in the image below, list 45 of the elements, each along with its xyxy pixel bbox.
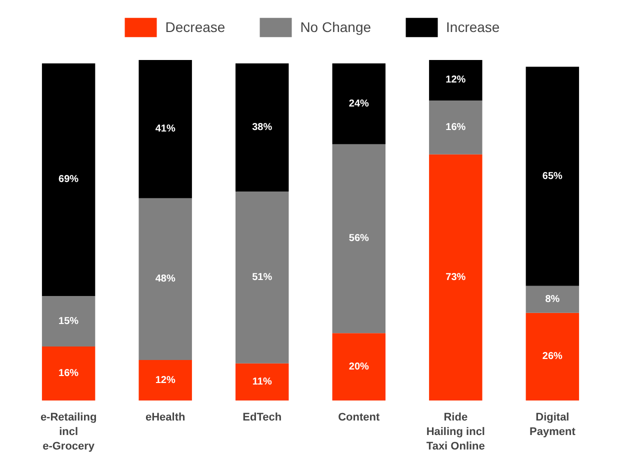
bar [526, 312, 580, 400]
bar [429, 100, 482, 154]
bar [332, 333, 386, 400]
data-label: 73% [446, 272, 466, 283]
data-label: 15% [58, 316, 79, 327]
data-label: 26% [542, 351, 563, 362]
data-label: 12% [155, 374, 176, 386]
bar [42, 346, 96, 400]
bar [429, 154, 482, 400]
data-label: 12% [446, 74, 466, 86]
data-label: 41% [155, 124, 176, 135]
data-label: 11% [252, 376, 272, 388]
data-label: 24% [348, 98, 370, 110]
x-tick-label: EdTech [242, 412, 282, 424]
data-label: 38% [252, 122, 272, 133]
bar [526, 286, 580, 313]
bar [138, 360, 192, 400]
data-label: 48% [155, 274, 176, 285]
x-tick-label: Ride Hailing incl Taxi Online [426, 412, 486, 452]
bar [42, 63, 96, 296]
bar [138, 60, 192, 198]
bar [42, 296, 96, 347]
bar [138, 198, 192, 360]
bar [429, 60, 482, 100]
bar [236, 191, 289, 364]
data-label: 20% [348, 361, 370, 372]
bar [236, 63, 289, 192]
data-label: 56% [348, 233, 370, 244]
legend-label: No Change [300, 19, 372, 35]
data-label: 16% [446, 122, 466, 133]
x-tick-label: eHealth [145, 412, 186, 424]
data-label: 8% [545, 294, 560, 305]
data-label: 69% [58, 174, 79, 186]
bar [236, 363, 289, 400]
legend-label: Increase [446, 19, 500, 35]
legend-label: Decrease [165, 19, 226, 35]
x-tick-label: Content [338, 412, 380, 424]
data-label: 51% [252, 272, 272, 283]
bar [526, 66, 580, 286]
x-tick-label: Digital Payment [530, 412, 576, 438]
data-label: 65% [542, 170, 563, 182]
x-tick-label: e-Retailing incl e-Grocery [40, 412, 97, 452]
bar [332, 63, 386, 144]
bar [332, 144, 386, 334]
data-label: 16% [58, 368, 79, 380]
